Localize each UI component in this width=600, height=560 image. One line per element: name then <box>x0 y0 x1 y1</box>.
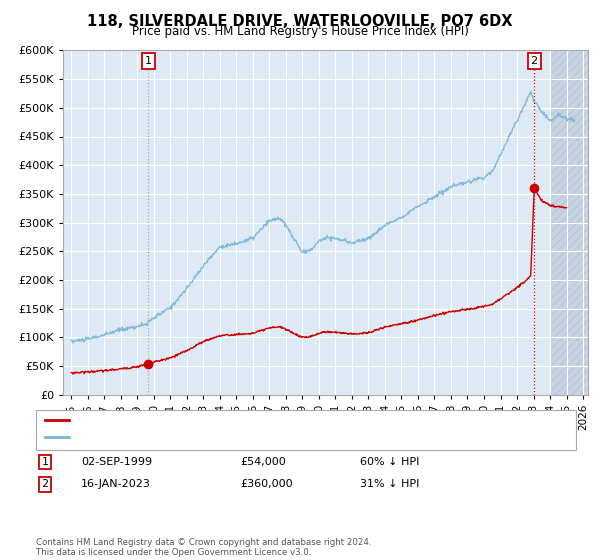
Text: 1: 1 <box>41 457 49 467</box>
Text: 118, SILVERDALE DRIVE, WATERLOOVILLE, PO7 6DX: 118, SILVERDALE DRIVE, WATERLOOVILLE, PO… <box>87 14 513 29</box>
Text: Price paid vs. HM Land Registry's House Price Index (HPI): Price paid vs. HM Land Registry's House … <box>131 25 469 38</box>
Bar <box>551 50 588 395</box>
Text: 60% ↓ HPI: 60% ↓ HPI <box>360 457 419 467</box>
Text: 16-JAN-2023: 16-JAN-2023 <box>81 479 151 489</box>
Text: 2: 2 <box>41 479 49 489</box>
Text: 02-SEP-1999: 02-SEP-1999 <box>81 457 152 467</box>
Text: £360,000: £360,000 <box>240 479 293 489</box>
Text: HPI: Average price, detached house, Havant: HPI: Average price, detached house, Hava… <box>75 432 317 442</box>
Text: 2: 2 <box>530 56 538 66</box>
Text: 118, SILVERDALE DRIVE, WATERLOOVILLE, PO7 6DX (detached house): 118, SILVERDALE DRIVE, WATERLOOVILLE, PO… <box>75 415 458 425</box>
Text: £54,000: £54,000 <box>240 457 286 467</box>
Text: 1: 1 <box>145 56 152 66</box>
Text: 31% ↓ HPI: 31% ↓ HPI <box>360 479 419 489</box>
Text: Contains HM Land Registry data © Crown copyright and database right 2024.
This d: Contains HM Land Registry data © Crown c… <box>36 538 371 557</box>
